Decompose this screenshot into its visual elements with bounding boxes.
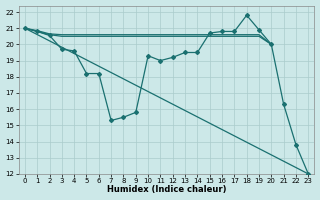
X-axis label: Humidex (Indice chaleur): Humidex (Indice chaleur) <box>107 185 226 194</box>
